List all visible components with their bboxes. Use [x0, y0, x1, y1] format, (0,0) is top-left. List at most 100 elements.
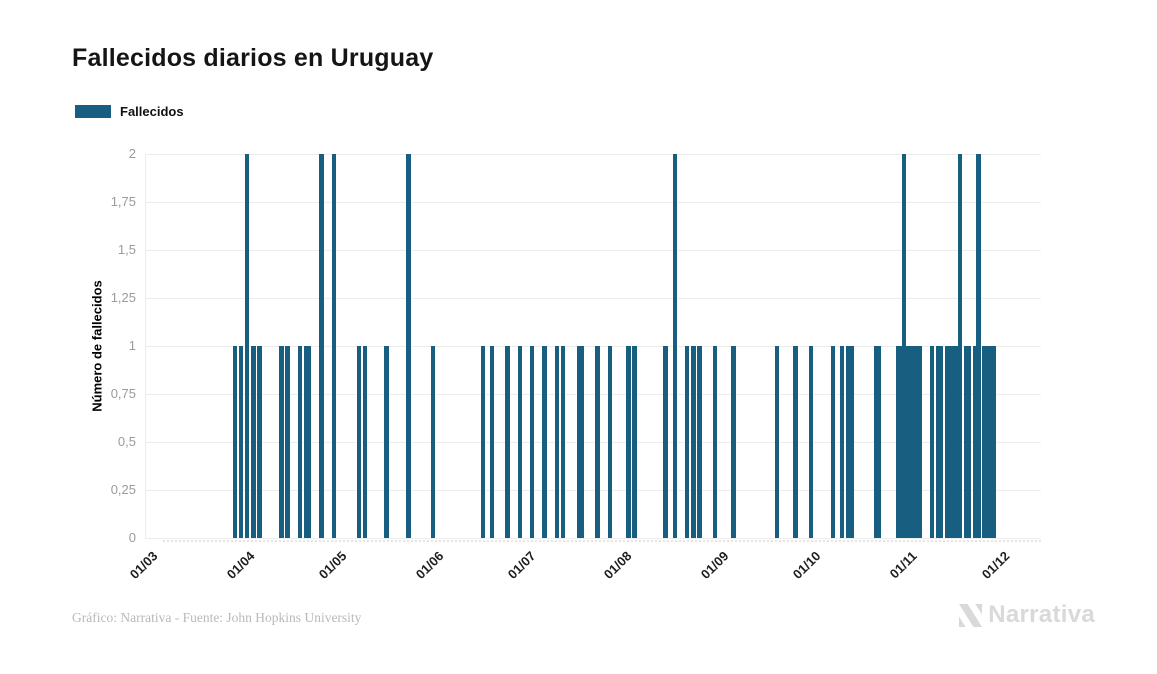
x-tick-label: 01/09	[697, 548, 731, 582]
bar[interactable]	[362, 346, 368, 538]
bar[interactable]	[663, 346, 668, 538]
bar[interactable]	[430, 346, 436, 538]
bar[interactable]	[530, 346, 535, 538]
bar[interactable]	[935, 346, 941, 538]
bar[interactable]	[505, 346, 510, 538]
bar[interactable]	[914, 346, 919, 538]
bar[interactable]	[319, 154, 324, 538]
x-tick-label: 01/05	[316, 548, 350, 582]
bar[interactable]	[830, 346, 835, 538]
bar[interactable]	[607, 346, 612, 538]
chart-title: Fallecidos diarios en Uruguay	[72, 44, 434, 72]
gridline	[145, 442, 1041, 443]
bar[interactable]	[672, 154, 677, 538]
bar[interactable]	[939, 346, 944, 538]
gridline	[145, 202, 1041, 203]
x-tick-label: 01/12	[979, 548, 1013, 582]
bar[interactable]	[849, 346, 854, 538]
bar[interactable]	[846, 346, 851, 538]
bar[interactable]	[595, 346, 600, 538]
bar[interactable]	[963, 346, 969, 538]
bar[interactable]	[991, 346, 997, 538]
bar[interactable]	[901, 154, 907, 538]
bar[interactable]	[988, 346, 993, 538]
bar[interactable]	[911, 346, 916, 538]
gridline	[145, 250, 1041, 251]
bar[interactable]	[626, 346, 631, 538]
y-tick-label: 0,5	[117, 434, 136, 449]
legend-item-fallecidos[interactable]: Fallecidos	[75, 104, 184, 119]
bar[interactable]	[684, 346, 690, 538]
bar[interactable]	[632, 346, 637, 538]
bar[interactable]	[542, 346, 547, 538]
bar[interactable]	[579, 346, 585, 538]
bar[interactable]	[712, 346, 718, 538]
bar[interactable]	[279, 346, 284, 538]
x-tick-label: 01/04	[223, 548, 257, 582]
bar[interactable]	[839, 346, 845, 538]
bar[interactable]	[954, 346, 959, 538]
x-tick-label: 01/03	[127, 548, 161, 582]
gridline	[145, 346, 1041, 347]
y-tick-label: 1	[128, 338, 136, 353]
bar[interactable]	[554, 346, 560, 538]
gridline	[145, 298, 1041, 299]
bar[interactable]	[982, 346, 987, 538]
bar[interactable]	[929, 346, 935, 538]
bar[interactable]	[238, 346, 244, 538]
bar[interactable]	[691, 346, 696, 538]
bar[interactable]	[873, 346, 879, 538]
bar[interactable]	[285, 346, 290, 538]
bar[interactable]	[480, 346, 485, 538]
bar[interactable]	[517, 346, 523, 538]
bar[interactable]	[945, 346, 950, 538]
bar[interactable]	[576, 346, 581, 538]
bar[interactable]	[917, 346, 922, 538]
legend-swatch-icon	[75, 105, 111, 118]
bar[interactable]	[985, 346, 990, 538]
bar[interactable]	[808, 346, 814, 538]
bar[interactable]	[793, 346, 798, 538]
bar[interactable]	[957, 154, 962, 538]
bar[interactable]	[331, 154, 337, 538]
bar[interactable]	[303, 346, 309, 538]
gridline	[145, 154, 1041, 155]
bar[interactable]	[908, 346, 913, 538]
gridline	[145, 394, 1041, 395]
bar[interactable]	[774, 346, 780, 538]
bar[interactable]	[731, 346, 736, 538]
bar[interactable]	[697, 346, 702, 538]
y-tick-label: 1,5	[117, 242, 136, 257]
bar[interactable]	[948, 346, 953, 538]
bar[interactable]	[898, 346, 904, 538]
gridline	[145, 538, 1041, 539]
source-credit: Gráfico: Narrativa - Fuente: John Hopkin…	[72, 610, 362, 625]
bar[interactable]	[976, 154, 981, 538]
bar[interactable]	[232, 346, 238, 538]
bar[interactable]	[245, 154, 250, 538]
y-axis-line	[145, 154, 146, 538]
bar[interactable]	[895, 346, 901, 538]
gridline	[145, 490, 1041, 491]
bar[interactable]	[297, 346, 303, 538]
bar[interactable]	[307, 346, 312, 538]
y-tick-label: 1,75	[110, 194, 136, 209]
bar[interactable]	[966, 346, 972, 538]
y-tick-label: 1,25	[110, 290, 136, 305]
bar[interactable]	[384, 346, 389, 538]
bar[interactable]	[406, 154, 411, 538]
x-tick-label: 01/10	[790, 548, 824, 582]
x-tick-label: 01/06	[412, 548, 446, 582]
narrativa-logo: Narrativa	[958, 601, 1095, 629]
y-tick-label: 0	[128, 530, 136, 545]
bar[interactable]	[257, 346, 262, 538]
bar[interactable]	[251, 346, 256, 538]
bar[interactable]	[356, 346, 361, 538]
bar[interactable]	[489, 346, 495, 538]
bar[interactable]	[561, 346, 566, 538]
bar[interactable]	[951, 346, 956, 538]
bar[interactable]	[973, 346, 978, 538]
bar[interactable]	[904, 346, 910, 538]
bar[interactable]	[877, 346, 882, 538]
x-tick-label: 01/11	[886, 548, 920, 582]
